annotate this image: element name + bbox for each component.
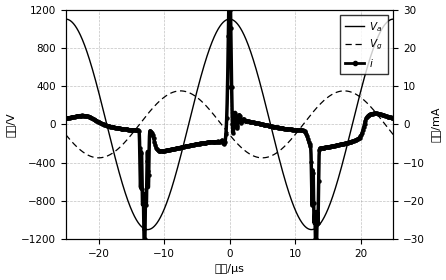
Y-axis label: 电压/V: 电压/V [5, 112, 16, 137]
Y-axis label: 电流/mA: 电流/mA [430, 107, 441, 142]
Legend: $V_a$, $V_g$, $i$: $V_a$, $V_g$, $i$ [340, 15, 388, 74]
X-axis label: 时间/μs: 时间/μs [215, 264, 244, 274]
